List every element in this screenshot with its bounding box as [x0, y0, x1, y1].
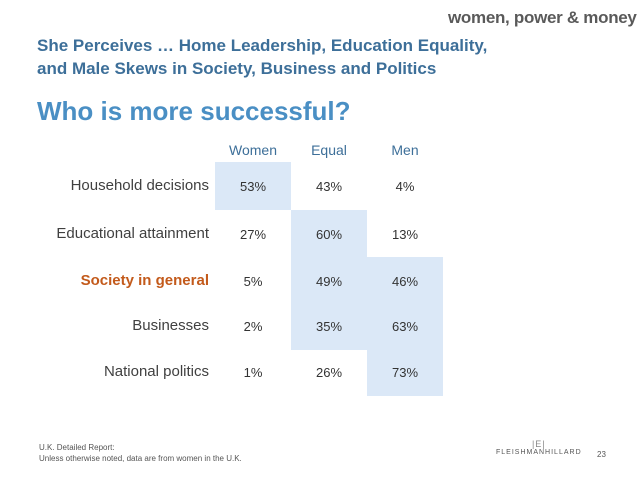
cell-household-decisions-women: 53%	[215, 162, 291, 210]
cell-businesses-equal: 35%	[291, 302, 367, 350]
cell-educational-attainment-women: 27%	[239, 226, 267, 242]
women-power-money-logo: women, power & money	[448, 8, 637, 27]
column-header-equal: Equal	[311, 142, 347, 158]
row-label-businesses: Businesses	[132, 317, 209, 334]
column-header-men: Men	[391, 142, 419, 158]
cell-household-decisions-men: 4%	[395, 178, 415, 194]
fleishmanhillard-name: FLEISHMANHILLARD	[496, 449, 582, 456]
fleishmanhillard-mark-icon: |E|	[531, 439, 546, 449]
row-label-society-in-general: Society in general	[80, 272, 209, 289]
cell-businesses-men: 63%	[367, 302, 443, 350]
cell-household-decisions-equal: 43%	[315, 178, 343, 194]
cell-society-in-general-women: 5%	[243, 273, 263, 289]
cell-national-politics-women: 1%	[243, 364, 263, 380]
footer-note: U.K. Detailed Report: Unless otherwise n…	[39, 442, 242, 464]
footer-line-2: Unless otherwise noted, data are from wo…	[39, 454, 242, 463]
subtitle-line-2: and Male Skews in Society, Business and …	[37, 59, 437, 78]
row-label-educational-attainment: Educational attainment	[56, 225, 209, 242]
row-label-national-politics: National politics	[103, 363, 209, 380]
slide-subtitle: She Perceives … Home Leadership, Educati…	[37, 34, 597, 80]
subtitle-line-1: She Perceives … Home Leadership, Educati…	[37, 36, 488, 55]
cell-educational-attainment-men: 13%	[391, 226, 419, 242]
cell-businesses-women: 2%	[243, 318, 263, 334]
column-header-women: Women	[229, 142, 277, 158]
page-number: 23	[597, 450, 606, 459]
cell-society-in-general-equal: 49%	[291, 257, 367, 305]
cell-national-politics-men: 73%	[367, 348, 443, 396]
cell-educational-attainment-equal: 60%	[291, 210, 367, 258]
footer-line-1: U.K. Detailed Report:	[39, 443, 115, 452]
cell-society-in-general-men: 46%	[367, 257, 443, 305]
row-label-household-decisions: Household decisions	[70, 177, 209, 194]
chart-title: Who is more successful?	[37, 96, 351, 126]
cell-national-politics-equal: 26%	[315, 364, 343, 380]
fleishmanhillard-logo: |E| FLEISHMANHILLARD	[496, 439, 582, 456]
